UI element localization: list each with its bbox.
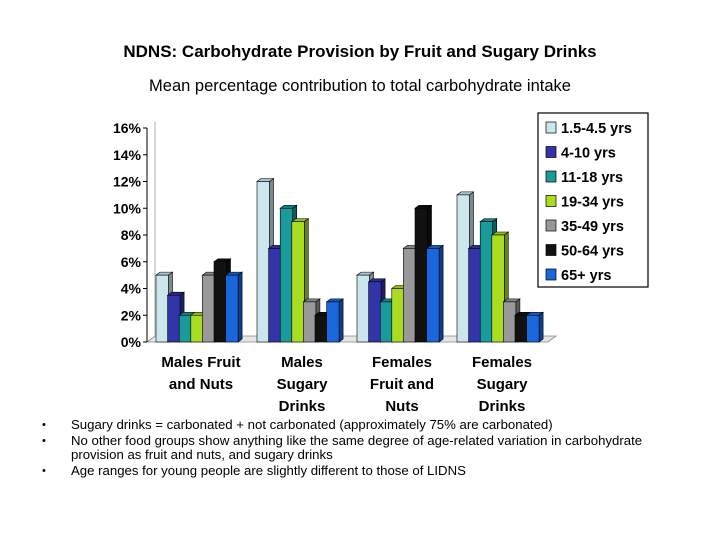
y-tick-label: 12% (113, 174, 142, 190)
bar (167, 294, 181, 343)
legend-label: 35-49 yrs (561, 219, 624, 235)
bar-side (338, 298, 344, 343)
bar (503, 301, 517, 343)
chart-title: NDNS: Carbohydrate Provision by Fruit an… (123, 42, 597, 61)
bar (190, 314, 204, 343)
y-tick-label: 10% (113, 200, 142, 216)
x-category-label: and Nuts (169, 376, 233, 393)
note-text: Sugary drinks = carbonated + not carbona… (71, 417, 553, 432)
chart-subtitle: Mean percentage contribution to total ca… (149, 77, 571, 95)
note-item: • Age ranges for young people are slightl… (40, 464, 680, 478)
bar (403, 248, 417, 343)
legend-label: 50-64 yrs (561, 244, 624, 260)
bar (468, 248, 482, 343)
bullet-icon: • (42, 419, 46, 431)
notes-list: • Sugary drinks = carbonated + not carbon… (40, 418, 680, 480)
bar (225, 274, 239, 343)
bar (213, 261, 227, 343)
note-text: No other food groups show anything like … (71, 433, 643, 462)
bar-side (237, 271, 243, 343)
bar (379, 301, 394, 343)
legend-label: 1.5-4.5 yrs (561, 121, 632, 137)
note-item: • No other food groups show anything like… (40, 434, 680, 462)
x-category-label: Males Fruit (161, 354, 240, 371)
y-tick-label: 8% (121, 227, 142, 243)
bar-chart: 0% 2% 4% 6% 8% 10% 12% 14% 16% Males Fruit and Nut… (113, 112, 649, 415)
note-text: Age ranges for young people are slightly… (71, 463, 466, 478)
bar (202, 274, 216, 343)
bar (414, 207, 428, 343)
bullet-icon: • (42, 465, 46, 477)
y-tick-label: 0% (121, 334, 142, 350)
bar-side (538, 311, 544, 343)
bullet-icon: • (42, 435, 46, 447)
bar (479, 221, 494, 343)
bar (178, 314, 192, 343)
bar (368, 281, 382, 343)
bar (456, 194, 470, 343)
x-category-label: Drinks (279, 398, 326, 415)
bar (155, 274, 169, 343)
legend-label: 11-18 yrs (561, 170, 623, 186)
bar-side (438, 244, 444, 343)
bar (268, 248, 282, 343)
note-item: • Sugary drinks = carbonated + not carbon… (40, 418, 680, 432)
bar (291, 221, 305, 343)
legend-swatch (545, 170, 557, 183)
x-category-label: Females (372, 354, 432, 371)
bar (256, 181, 270, 343)
legend-swatch (545, 195, 557, 207)
legend-swatch (545, 121, 557, 134)
y-tick-label: 6% (121, 254, 142, 270)
legend-swatch (545, 219, 557, 232)
y-tick-label: 16% (113, 120, 142, 136)
y-tick-label: 2% (121, 307, 142, 323)
bar (314, 314, 328, 343)
bar (426, 248, 440, 343)
bar (514, 314, 528, 343)
bar (279, 207, 294, 343)
bar (326, 301, 340, 343)
x-category-label: Sugary (477, 376, 529, 393)
x-category-label: Females (472, 354, 532, 371)
bar (356, 274, 370, 343)
legend-swatch (545, 146, 557, 158)
bar (391, 288, 405, 343)
legend-label: 65+ yrs (561, 268, 611, 284)
x-category-label: Fruit and (370, 376, 434, 393)
legend-swatch (545, 244, 557, 256)
y-tick-label: 4% (121, 281, 142, 297)
bar (303, 301, 317, 343)
x-category-label: Nuts (385, 398, 418, 415)
legend-label: 19-34 yrs (561, 195, 624, 211)
legend-label: 4-10 yrs (561, 146, 616, 162)
y-tick-label: 14% (113, 147, 142, 163)
legend-swatch (545, 268, 557, 281)
x-category-label: Drinks (479, 398, 526, 415)
x-category-label: Males (281, 354, 323, 371)
bar (491, 234, 505, 343)
x-category-label: Sugary (277, 376, 329, 393)
bar (526, 314, 540, 343)
